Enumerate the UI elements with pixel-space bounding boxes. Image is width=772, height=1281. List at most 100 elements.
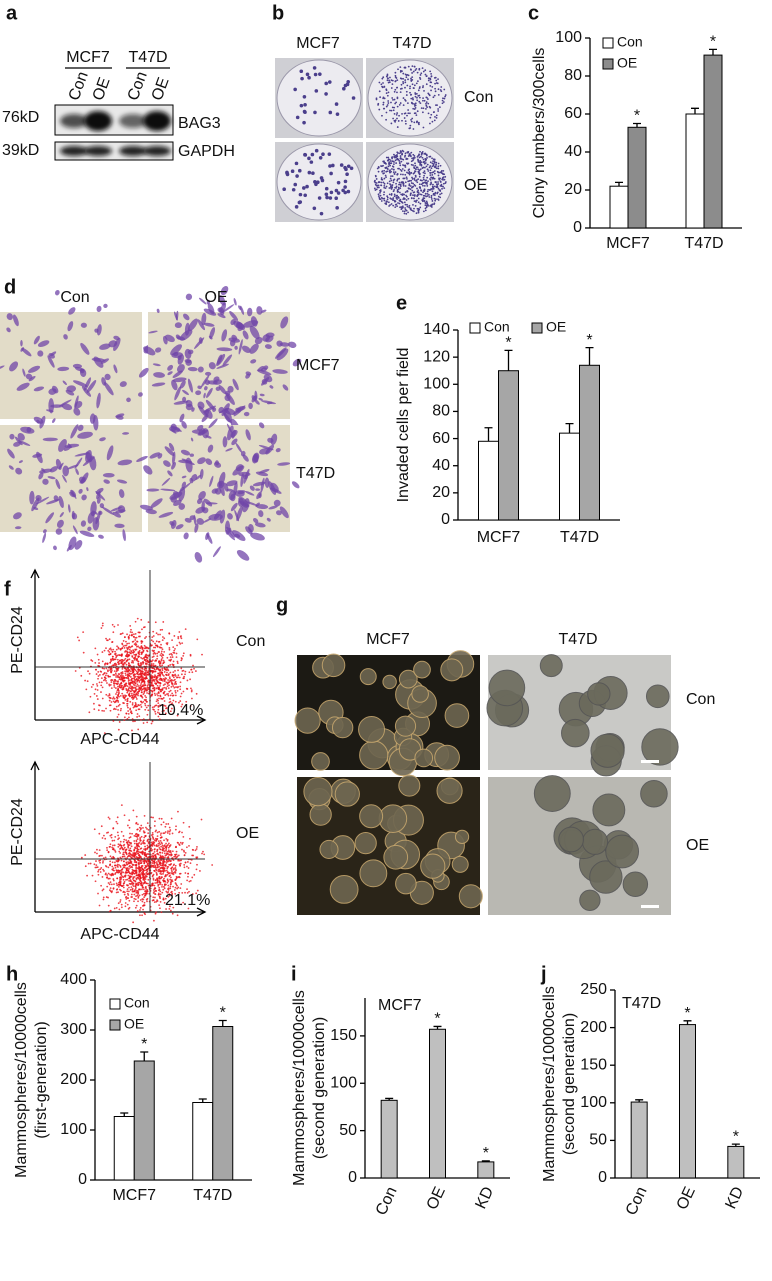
- event: [98, 874, 100, 876]
- event: [105, 675, 107, 677]
- event: [146, 701, 148, 703]
- event: [136, 836, 138, 838]
- event: [145, 827, 147, 829]
- event: [110, 668, 112, 670]
- event: [159, 641, 161, 643]
- colony: [419, 97, 421, 99]
- event: [189, 678, 191, 680]
- colony: [404, 156, 406, 158]
- event: [109, 818, 111, 820]
- event: [140, 657, 142, 659]
- event: [128, 880, 130, 882]
- event: [138, 661, 140, 663]
- event: [96, 673, 98, 675]
- panel-letter: e: [396, 292, 407, 314]
- event: [105, 856, 107, 858]
- event: [110, 649, 112, 651]
- event: [159, 818, 161, 820]
- event: [155, 713, 157, 715]
- event: [129, 701, 131, 703]
- event: [152, 688, 154, 690]
- lane-label: Con: [125, 69, 151, 102]
- event: [127, 703, 129, 705]
- event: [154, 851, 156, 853]
- colony: [384, 178, 386, 180]
- event: [123, 866, 125, 868]
- event: [141, 668, 143, 670]
- event: [164, 671, 166, 673]
- colony: [415, 114, 417, 116]
- event: [131, 660, 133, 662]
- event: [171, 879, 173, 881]
- event: [110, 659, 112, 661]
- event: [139, 830, 141, 832]
- event: [141, 865, 143, 867]
- event: [182, 836, 184, 838]
- cell: [96, 305, 102, 312]
- y-tick-label: 120: [423, 348, 450, 365]
- event: [101, 710, 103, 712]
- event: [175, 681, 177, 683]
- y-tick-label: 250: [580, 981, 607, 998]
- event: [115, 672, 117, 674]
- colony: [385, 171, 387, 173]
- event: [151, 723, 153, 725]
- event: [104, 838, 106, 840]
- colony: [416, 121, 418, 123]
- event: [135, 895, 137, 897]
- colony: [442, 170, 444, 172]
- colony: [429, 174, 431, 176]
- event: [114, 844, 116, 846]
- event: [125, 902, 127, 904]
- colony: [426, 206, 428, 208]
- event: [141, 901, 143, 903]
- event: [130, 690, 132, 692]
- event: [119, 884, 121, 886]
- sphere: [534, 776, 570, 812]
- significance: *: [505, 335, 511, 352]
- event: [140, 828, 142, 830]
- event: [136, 890, 138, 892]
- event: [183, 652, 185, 654]
- event: [99, 682, 101, 684]
- colony: [423, 179, 425, 181]
- x-tick-label: T47D: [193, 1187, 232, 1204]
- event: [182, 677, 184, 679]
- event: [192, 665, 194, 667]
- colony: [434, 181, 436, 183]
- event: [138, 863, 140, 865]
- colony: [418, 101, 420, 103]
- colony: [386, 201, 388, 203]
- event: [144, 913, 146, 915]
- event: [120, 708, 122, 710]
- colony: [433, 111, 435, 113]
- colony: [413, 87, 415, 89]
- sphere: [582, 829, 607, 854]
- colony: [375, 175, 377, 177]
- y-tick-label: 300: [60, 1021, 87, 1038]
- colony: [386, 92, 388, 94]
- event: [134, 890, 136, 892]
- event: [132, 882, 134, 884]
- colony: [416, 199, 418, 201]
- event: [129, 634, 131, 636]
- event: [101, 651, 103, 653]
- event: [181, 637, 183, 639]
- event: [134, 706, 136, 708]
- colony: [439, 193, 441, 195]
- event: [113, 681, 115, 683]
- event: [138, 715, 140, 717]
- x-tick-label: KD: [722, 1184, 747, 1211]
- event: [130, 667, 132, 669]
- column-label: T47D: [558, 631, 597, 648]
- colony: [389, 193, 391, 195]
- event: [157, 881, 159, 883]
- y-tick-label: 60: [564, 105, 582, 122]
- colony: [421, 107, 423, 109]
- event: [133, 850, 135, 852]
- colony: [397, 202, 399, 204]
- event: [116, 699, 118, 701]
- event: [107, 669, 109, 671]
- event: [174, 879, 176, 881]
- event: [95, 860, 97, 862]
